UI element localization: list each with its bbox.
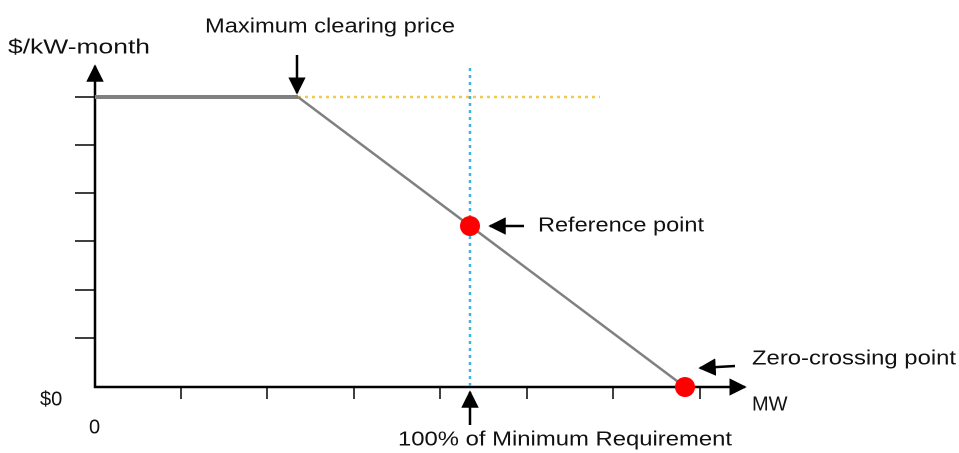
x-origin-label: 0 bbox=[89, 416, 100, 438]
y-ticks bbox=[75, 96, 95, 339]
axes bbox=[86, 64, 747, 396]
reference-point bbox=[460, 216, 480, 236]
zero-crossing-point bbox=[675, 377, 695, 397]
max-price-label: Maximum clearing price bbox=[205, 15, 455, 37]
zero-crossing-label: Zero-crossing point bbox=[752, 347, 957, 369]
reference-label: Reference point bbox=[538, 214, 705, 236]
curve-slope bbox=[297, 95, 686, 389]
y-axis-label: $/kW-month bbox=[8, 36, 150, 58]
x-axis-label: MW bbox=[752, 393, 788, 415]
y-origin-label: $0 bbox=[40, 388, 62, 410]
requirement-label: 100% of Minimum Requirement bbox=[398, 428, 733, 450]
x-ticks bbox=[180, 387, 701, 399]
arrows bbox=[288, 55, 736, 425]
